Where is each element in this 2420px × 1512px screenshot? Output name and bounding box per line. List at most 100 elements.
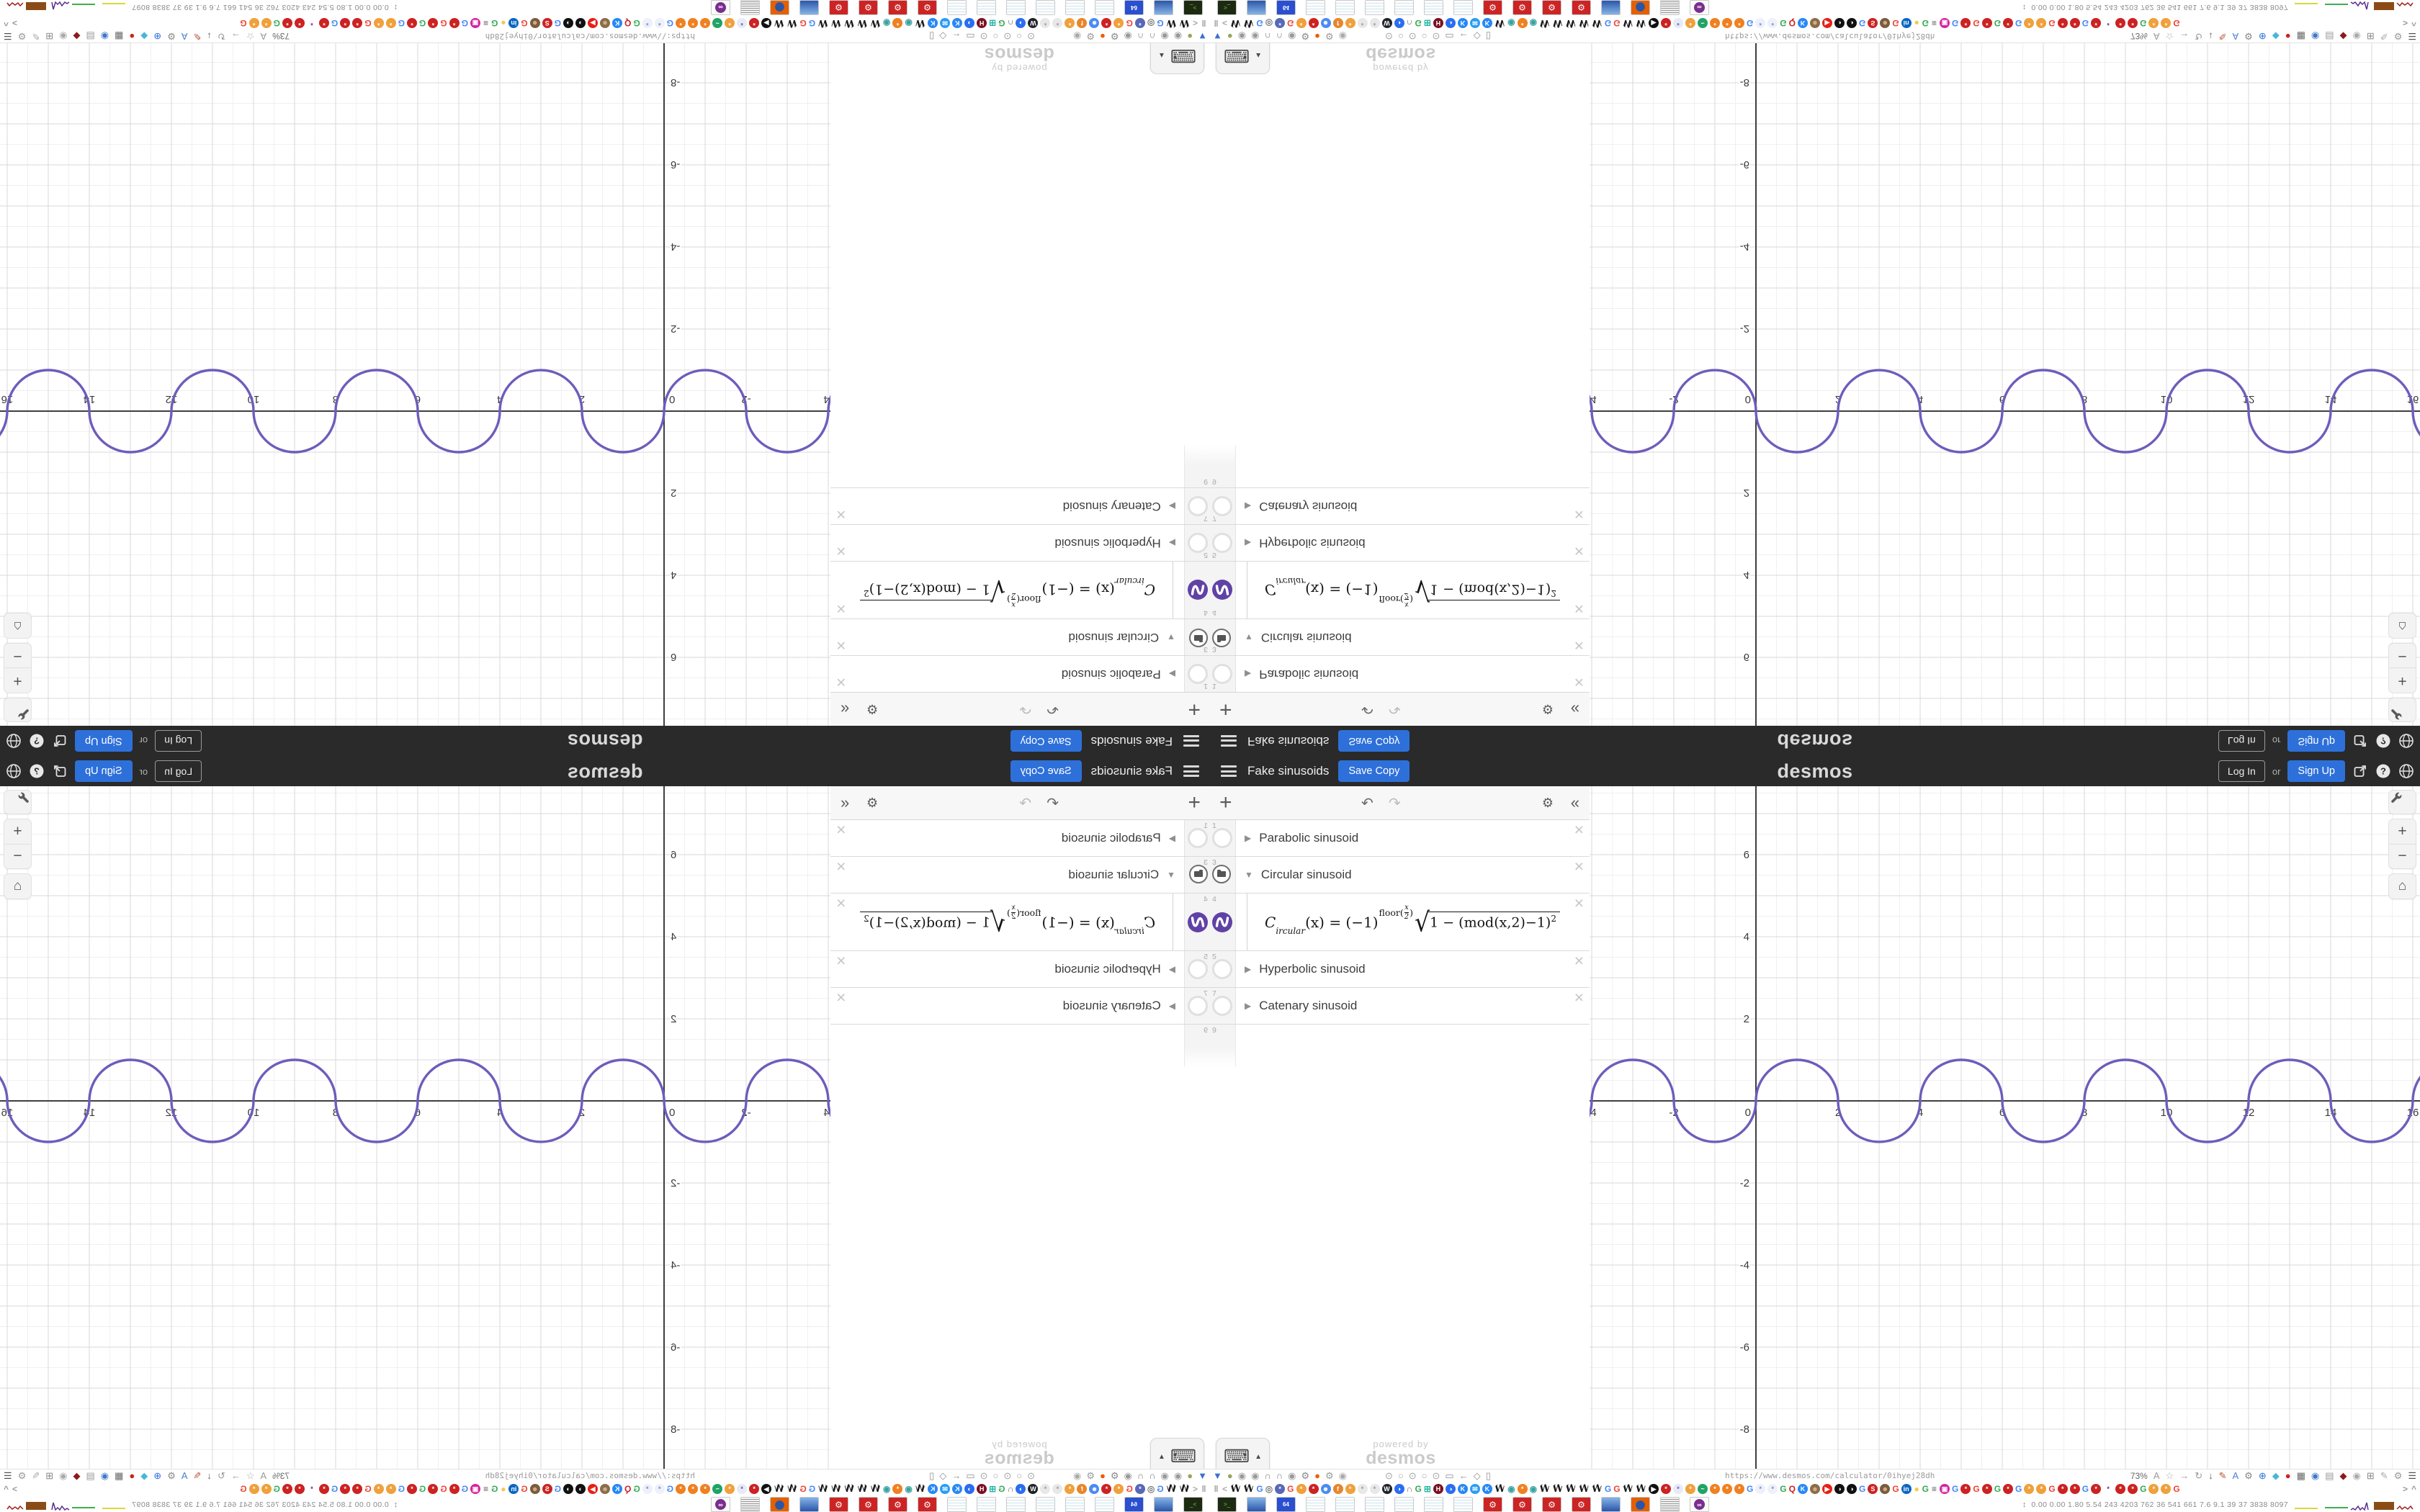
globe-icon[interactable]: ◉ (2311, 31, 2320, 42)
tab-favicon[interactable]: G (1256, 1484, 1263, 1494)
shield-icon[interactable]: ◆ (2339, 1470, 2347, 1481)
delete-row-icon[interactable]: × (1574, 505, 1584, 524)
tab-favicon[interactable]: * (248, 1484, 259, 1494)
tab-favicon[interactable]: < (1193, 1484, 1198, 1494)
undo-icon[interactable]: ↶ (1361, 701, 1373, 717)
tab-favicon[interactable]: G (633, 1484, 640, 1494)
pin-icon[interactable]: ▼ (1213, 31, 1222, 42)
tab-favicon[interactable]: * (1113, 18, 1124, 28)
pin-icon[interactable]: ▼ (1213, 1470, 1222, 1481)
edit-icon[interactable]: ✎ (2218, 31, 2227, 42)
radio-icon[interactable]: ⊙ (1384, 1470, 1393, 1481)
tab-favicon[interactable]: G (554, 1484, 562, 1494)
tab-favicon[interactable]: ☻ (1880, 18, 1891, 28)
edit-icon[interactable]: ✎ (2218, 1470, 2227, 1481)
gauge-icon[interactable]: ∩ (1276, 31, 1283, 42)
tab-favicon[interactable]: G (1746, 18, 1754, 28)
tab-favicon[interactable]: f (1332, 1484, 1343, 1494)
tab-favicon[interactable]: * (2115, 18, 2126, 28)
app-gear-icon[interactable]: ⚙ (888, 0, 908, 15)
tab-favicon[interactable]: G (1287, 18, 1294, 28)
tab-favicon[interactable]: ^ (2411, 1484, 2416, 1494)
dot-icon[interactable]: ● (1227, 31, 1233, 42)
tab-favicon[interactable]: G (2048, 18, 2056, 28)
globe-icon[interactable]: ◉ (2352, 1470, 2361, 1481)
tab-favicon[interactable]: W (817, 1484, 829, 1494)
tab-favicon[interactable]: Q (1788, 1484, 1796, 1494)
grid-icon[interactable]: ▦ (2296, 31, 2305, 42)
help-icon[interactable]: ? (29, 763, 45, 779)
folder-circle-icon[interactable] (1188, 664, 1208, 684)
app-note-icon[interactable] (1065, 0, 1085, 15)
save-copy-button[interactable]: Save Copy (1010, 730, 1082, 752)
radio-icon[interactable]: ○ (1421, 1470, 1428, 1481)
pages-icon[interactable]: ⊞ (2366, 31, 2375, 42)
tab-favicon[interactable]: G (1994, 18, 2002, 28)
delete-row-icon[interactable]: × (836, 505, 846, 524)
zoom-in-button[interactable]: + (4, 819, 31, 845)
app-note-icon[interactable] (1424, 0, 1443, 15)
globe-icon[interactable]: ◉ (100, 31, 109, 42)
tab-favicon[interactable]: W (1565, 18, 1577, 28)
translate-icon[interactable]: A (181, 1470, 188, 1481)
folder-caret-icon[interactable]: ▶ (1168, 538, 1175, 548)
firefox-icon[interactable]: ● (1100, 31, 1106, 42)
tab-favicon[interactable]: * (676, 1484, 686, 1494)
globe-icon[interactable]: ◉ (1173, 31, 1183, 42)
tab-favicon[interactable]: G (1604, 18, 1612, 28)
tab-favicon[interactable]: ◉ (1529, 1484, 1538, 1494)
login-button[interactable]: Log In (2218, 760, 2265, 782)
folder-caret-icon[interactable]: ▼ (1245, 632, 1253, 642)
tab-favicon[interactable]: ● (1914, 1484, 1919, 1494)
tab-favicon[interactable]: G (398, 18, 405, 28)
globe-icon[interactable]: ◉ (1160, 1470, 1169, 1481)
share-icon[interactable] (2352, 733, 2368, 749)
app-term-icon[interactable]: >_ (1217, 1497, 1237, 1512)
tab-favicon[interactable]: * (1040, 1484, 1051, 1494)
app-note-icon[interactable] (1335, 0, 1355, 15)
tab-favicon[interactable]: W (1635, 1484, 1646, 1494)
back-arrow-icon[interactable]: ← (1458, 31, 1469, 42)
tab-favicon[interactable]: ‖ (1201, 1484, 1206, 1494)
radio-icon[interactable]: ⊙ (1408, 1470, 1417, 1481)
tab-favicon[interactable]: ⊞ (1423, 18, 1431, 28)
folder-row-circular[interactable]: 3 ▼ Circular sinusoid × (1210, 618, 1590, 655)
menu-icon[interactable] (1221, 735, 1237, 747)
dot-icon[interactable]: ● (1187, 31, 1193, 42)
record-icon[interactable]: ● (2285, 31, 2291, 42)
tab-favicon[interactable]: * (318, 18, 329, 28)
tab-favicon[interactable]: W (1635, 18, 1646, 28)
tab-favicon[interactable]: ◉ (1507, 1484, 1515, 1494)
tab-favicon[interactable]: G (461, 1484, 468, 1494)
settings-icon[interactable]: ⚙ (17, 31, 27, 42)
edit-list-gear-icon[interactable]: ⚙ (1541, 795, 1554, 810)
tab-favicon[interactable]: * (2003, 18, 2014, 28)
tab-favicon[interactable]: * (700, 1484, 711, 1494)
wrench-icon[interactable]: ⚙ (1110, 31, 1119, 42)
graph-title[interactable]: Fake sinusoids (1090, 734, 1173, 748)
tab-favicon[interactable]: W (1243, 1484, 1255, 1494)
app-note-icon[interactable] (947, 1497, 967, 1512)
tab-favicon[interactable]: * (2115, 1484, 2126, 1494)
tab-favicon[interactable]: * (1767, 1484, 1778, 1494)
tab-favicon[interactable]: * (676, 18, 686, 28)
app-note-icon[interactable] (1394, 0, 1414, 15)
tab-favicon[interactable]: * (2024, 18, 2035, 28)
tab-favicon[interactable]: * (2069, 1484, 2080, 1494)
tab-favicon[interactable]: ∩ (1406, 18, 1413, 28)
tab-favicon[interactable]: G (2015, 18, 2022, 28)
settings-icon[interactable]: ⚙ (17, 1470, 27, 1481)
tab-favicon[interactable]: ~ (1697, 1484, 1708, 1494)
tab-favicon[interactable]: * (2003, 1484, 2014, 1494)
forward-icon[interactable]: → (230, 31, 241, 42)
tab-favicon[interactable]: ▶ (588, 18, 599, 28)
tab-favicon[interactable]: ◑ (1016, 18, 1026, 28)
app-note-icon[interactable] (1065, 1497, 1085, 1512)
forward-icon[interactable]: → (230, 1470, 241, 1481)
tab-favicon[interactable]: ▶ (1821, 18, 1832, 28)
tab-favicon[interactable]: G (1157, 1484, 1164, 1494)
